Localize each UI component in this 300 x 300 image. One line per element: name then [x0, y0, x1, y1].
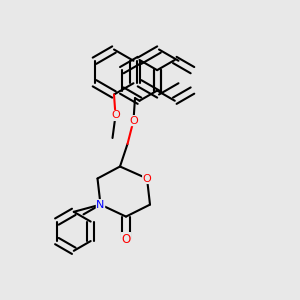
Text: O: O: [142, 173, 152, 184]
Text: O: O: [129, 116, 138, 126]
Text: O: O: [122, 232, 130, 246]
Text: O: O: [111, 110, 120, 121]
Text: N: N: [96, 200, 105, 210]
